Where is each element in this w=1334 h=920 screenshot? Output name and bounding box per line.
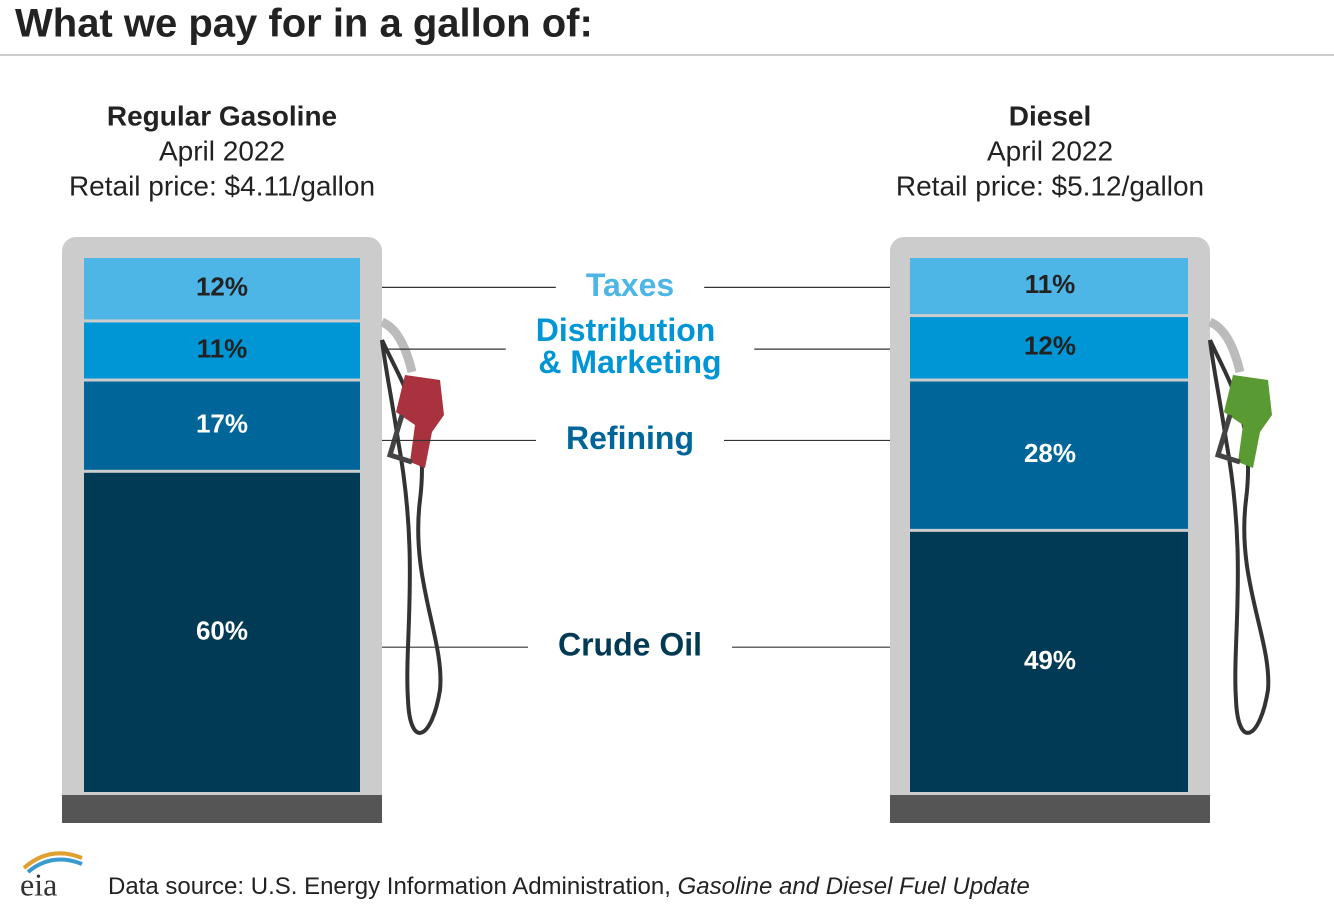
category-name: Regular Gasoline [107,100,337,131]
logo: eia [20,866,57,902]
value-label: 12% [196,272,248,302]
price: Retail price: $5.12/gallon [896,170,1204,201]
price: Retail price: $4.11/gallon [69,170,375,201]
segment [910,531,1188,792]
segment [84,322,360,379]
series-label: Refining [566,420,694,456]
series-label-line: & Marketing [538,345,721,381]
value-label: 60% [196,615,248,645]
source: Data source: U.S. Energy Information Adm… [108,873,1030,900]
diesel-nozzle [1207,317,1272,735]
category-name: Diesel [1009,100,1092,131]
segment [84,258,360,320]
source-prefix: Data source: U.S. Energy Information Adm… [108,873,678,900]
period: April 2022 [987,135,1113,166]
value-label: 49% [1024,645,1076,675]
value-label: 11% [1025,269,1076,299]
gas-nozzle [379,317,444,735]
source-title: Gasoline and Diesel Fuel Update [678,873,1030,900]
logo-arc [22,851,83,870]
value-label: 12% [1024,331,1076,361]
value-label: 11% [197,333,248,363]
logo-arc [26,857,83,874]
series-label: Distribution & Marketing [536,313,724,381]
pump-base [890,795,1210,823]
segment [84,381,360,470]
title: What we pay for in a gallon of: [15,2,593,46]
pump-base [62,795,382,823]
segment [910,258,1188,315]
series-label: Taxes [586,267,674,303]
value-label: 17% [196,409,248,439]
period: April 2022 [159,135,285,166]
series-label: Crude Oil [558,627,702,663]
series-label-line: Distribution [536,313,724,349]
segment [910,381,1188,529]
segment [84,472,360,792]
segment [910,317,1188,379]
value-label: 28% [1024,438,1076,468]
